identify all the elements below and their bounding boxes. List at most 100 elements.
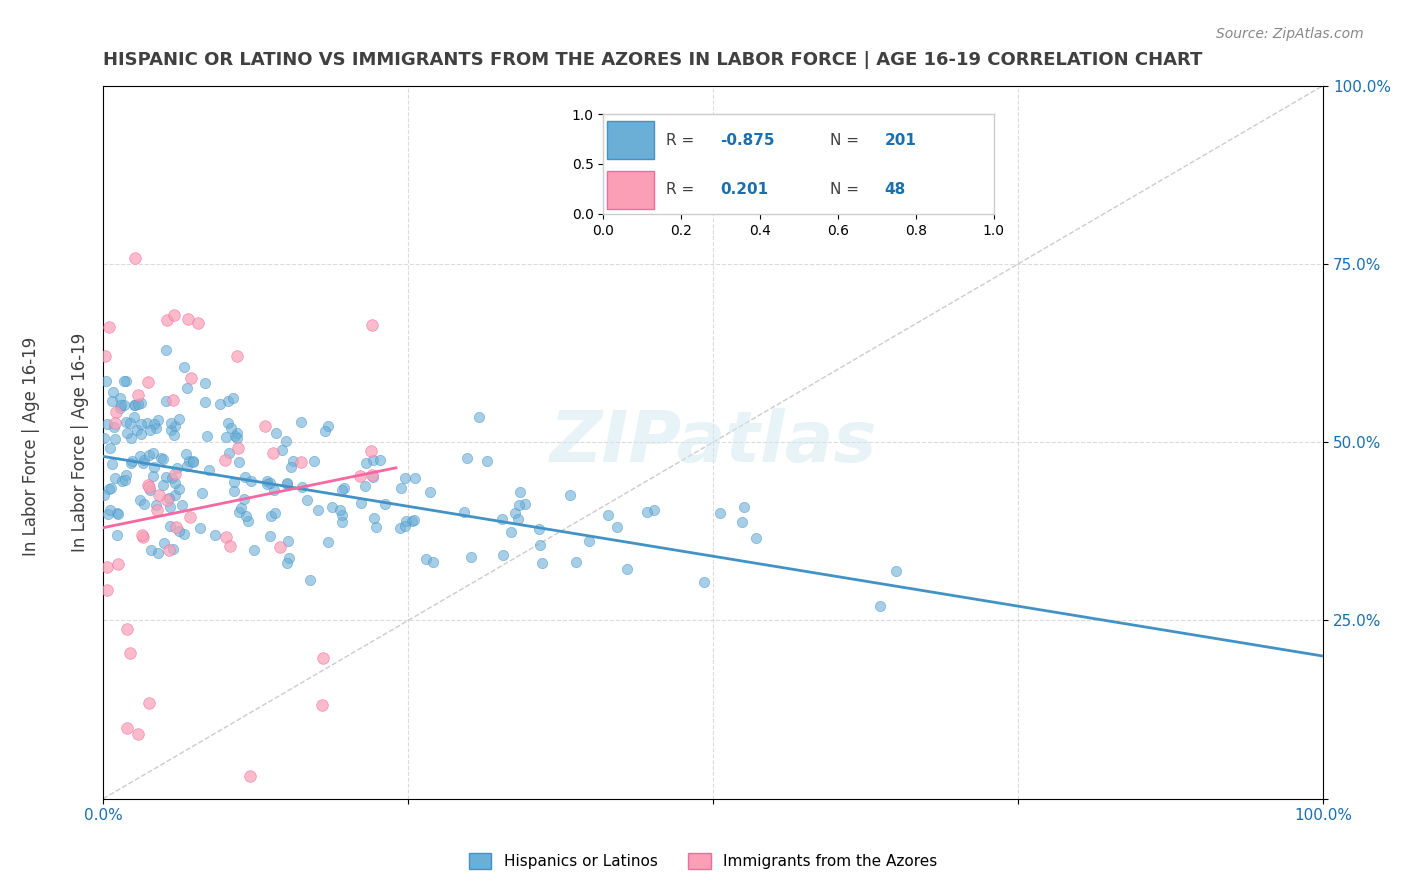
Immigrants from the Azores bbox=[349, 469, 371, 483]
Hispanics or Latinos bbox=[501, 524, 523, 539]
Hispanics or Latinos bbox=[159, 519, 181, 533]
Hispanics or Latinos bbox=[505, 506, 527, 520]
Hispanics or Latinos bbox=[93, 431, 115, 445]
Hispanics or Latinos bbox=[228, 505, 250, 519]
Hispanics or Latinos bbox=[127, 397, 149, 411]
Hispanics or Latinos bbox=[145, 498, 167, 512]
Immigrants from the Azores bbox=[96, 582, 118, 597]
Hispanics or Latinos bbox=[219, 420, 242, 434]
Immigrants from the Azores bbox=[156, 492, 179, 507]
Immigrants from the Azores bbox=[239, 769, 262, 783]
Hispanics or Latinos bbox=[259, 475, 281, 490]
Hispanics or Latinos bbox=[460, 550, 482, 565]
Hispanics or Latinos bbox=[733, 500, 755, 514]
Hispanics or Latinos bbox=[209, 397, 232, 411]
Hispanics or Latinos bbox=[139, 483, 162, 498]
Text: Source: ZipAtlas.com: Source: ZipAtlas.com bbox=[1216, 27, 1364, 41]
Hispanics or Latinos bbox=[616, 562, 638, 576]
Hispanics or Latinos bbox=[142, 417, 165, 431]
Hispanics or Latinos bbox=[368, 452, 391, 467]
Hispanics or Latinos bbox=[222, 475, 245, 490]
Hispanics or Latinos bbox=[280, 459, 302, 474]
Hispanics or Latinos bbox=[222, 391, 245, 405]
Hispanics or Latinos bbox=[226, 425, 249, 440]
Immigrants from the Azores bbox=[120, 646, 142, 660]
Hispanics or Latinos bbox=[163, 428, 186, 442]
Hispanics or Latinos bbox=[453, 505, 475, 519]
Hispanics or Latinos bbox=[256, 476, 278, 491]
Hispanics or Latinos bbox=[598, 508, 620, 523]
Hispanics or Latinos bbox=[276, 475, 298, 490]
Immigrants from the Azores bbox=[148, 488, 170, 502]
Hispanics or Latinos bbox=[122, 409, 145, 424]
Hispanics or Latinos bbox=[173, 360, 195, 375]
Hispanics or Latinos bbox=[191, 486, 214, 500]
Hispanics or Latinos bbox=[98, 441, 121, 455]
Hispanics or Latinos bbox=[401, 514, 423, 528]
Hispanics or Latinos bbox=[129, 427, 152, 442]
Immigrants from the Azores bbox=[163, 309, 186, 323]
Hispanics or Latinos bbox=[605, 520, 627, 534]
Hispanics or Latinos bbox=[260, 509, 283, 524]
Y-axis label: In Labor Force | Age 16-19: In Labor Force | Age 16-19 bbox=[72, 333, 89, 552]
Hispanics or Latinos bbox=[115, 426, 138, 441]
Hispanics or Latinos bbox=[636, 505, 658, 519]
Hispanics or Latinos bbox=[145, 420, 167, 434]
Hispanics or Latinos bbox=[321, 500, 343, 515]
Immigrants from the Azores bbox=[360, 318, 382, 332]
Hispanics or Latinos bbox=[394, 471, 416, 485]
Hispanics or Latinos bbox=[329, 503, 352, 517]
Hispanics or Latinos bbox=[350, 496, 373, 510]
Immigrants from the Azores bbox=[124, 252, 146, 266]
Hispanics or Latinos bbox=[565, 555, 588, 569]
Hispanics or Latinos bbox=[107, 508, 129, 522]
Hispanics or Latinos bbox=[115, 467, 138, 482]
Text: ZIPatlas: ZIPatlas bbox=[550, 408, 877, 476]
Hispanics or Latinos bbox=[194, 376, 217, 390]
Hispanics or Latinos bbox=[129, 449, 152, 463]
Hispanics or Latinos bbox=[276, 477, 298, 491]
Immigrants from the Azores bbox=[136, 478, 159, 492]
Hispanics or Latinos bbox=[745, 532, 768, 546]
Hispanics or Latinos bbox=[98, 482, 121, 496]
Hispanics or Latinos bbox=[97, 507, 120, 521]
Hispanics or Latinos bbox=[124, 398, 146, 412]
Hispanics or Latinos bbox=[100, 481, 122, 495]
Hispanics or Latinos bbox=[160, 471, 183, 485]
Hispanics or Latinos bbox=[456, 450, 478, 465]
Hispanics or Latinos bbox=[307, 503, 329, 517]
Hispanics or Latinos bbox=[218, 446, 240, 460]
Hispanics or Latinos bbox=[127, 423, 149, 437]
Hispanics or Latinos bbox=[277, 534, 299, 549]
Hispanics or Latinos bbox=[157, 491, 180, 505]
Immigrants from the Azores bbox=[269, 540, 291, 554]
Immigrants from the Azores bbox=[107, 557, 129, 571]
Hispanics or Latinos bbox=[363, 511, 385, 525]
Hispanics or Latinos bbox=[693, 574, 716, 589]
Immigrants from the Azores bbox=[312, 651, 335, 665]
Hispanics or Latinos bbox=[139, 542, 162, 557]
Hispanics or Latinos bbox=[228, 455, 250, 469]
Hispanics or Latinos bbox=[361, 470, 384, 484]
Immigrants from the Azores bbox=[360, 444, 382, 458]
Immigrants from the Azores bbox=[105, 405, 128, 419]
Hispanics or Latinos bbox=[152, 478, 174, 492]
Hispanics or Latinos bbox=[100, 393, 122, 408]
Hispanics or Latinos bbox=[121, 453, 143, 467]
Immigrants from the Azores bbox=[117, 721, 139, 735]
Hispanics or Latinos bbox=[515, 497, 537, 511]
Hispanics or Latinos bbox=[231, 501, 253, 516]
Immigrants from the Azores bbox=[225, 349, 247, 363]
Immigrants from the Azores bbox=[136, 376, 159, 390]
Hispanics or Latinos bbox=[240, 474, 263, 488]
Immigrants from the Azores bbox=[94, 349, 117, 363]
Hispanics or Latinos bbox=[98, 502, 121, 516]
Hispanics or Latinos bbox=[527, 522, 550, 536]
Hispanics or Latinos bbox=[299, 573, 322, 587]
Hispanics or Latinos bbox=[224, 484, 246, 499]
Hispanics or Latinos bbox=[173, 526, 195, 541]
Hispanics or Latinos bbox=[114, 474, 136, 488]
Hispanics or Latinos bbox=[167, 482, 190, 496]
Immigrants from the Azores bbox=[138, 480, 160, 494]
Hispanics or Latinos bbox=[491, 512, 513, 526]
